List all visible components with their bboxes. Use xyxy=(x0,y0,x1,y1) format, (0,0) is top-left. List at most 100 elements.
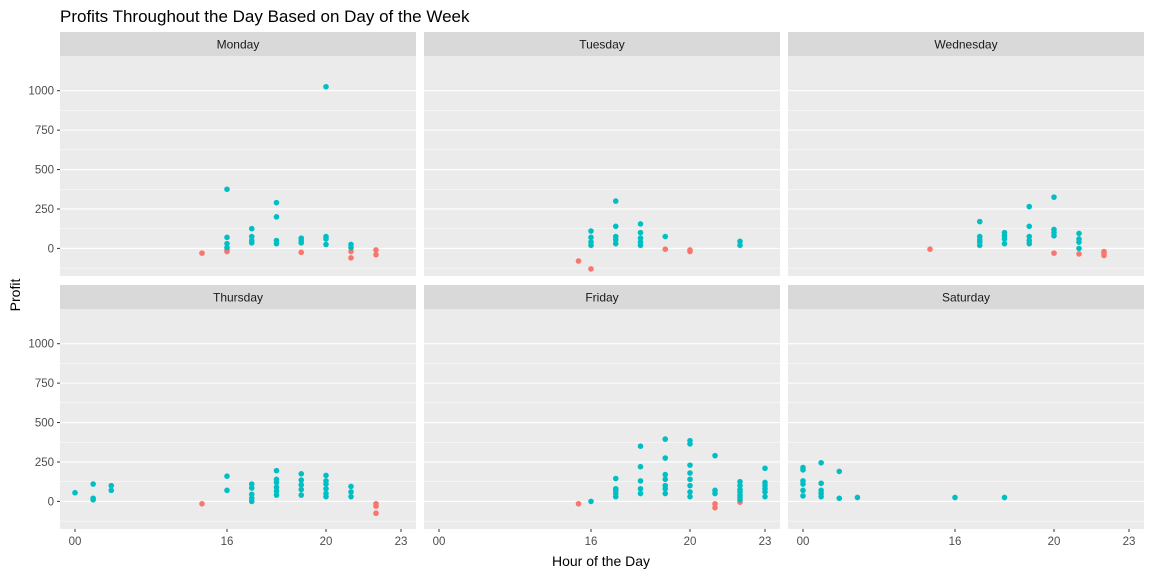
y-tick-label: 750 xyxy=(35,378,54,390)
data-point xyxy=(1026,233,1033,240)
data-point xyxy=(248,237,255,244)
data-point xyxy=(273,492,280,498)
data-point xyxy=(298,482,305,488)
facet-panels: Monday Tuesday Wednesday Thursday Friday Satu… xyxy=(28,32,1144,548)
data-point xyxy=(224,473,230,479)
data-point xyxy=(927,246,933,252)
x-axis-title: Hour of the Day xyxy=(552,553,650,569)
data-point xyxy=(737,486,743,493)
data-point xyxy=(662,455,669,461)
data-point xyxy=(712,487,718,494)
x-tick-label: 16 xyxy=(221,536,234,548)
data-point xyxy=(348,483,354,490)
data-point xyxy=(323,490,329,497)
facet-panel-tuesday xyxy=(424,56,780,276)
data-point xyxy=(588,239,594,245)
data-point xyxy=(588,498,594,505)
y-tick-label: 0 xyxy=(48,243,54,255)
facet-label-wednesday: Wednesday xyxy=(934,38,997,52)
data-point xyxy=(588,228,594,234)
data-point xyxy=(1001,229,1008,236)
y-tick-label: 0 xyxy=(48,496,54,508)
data-point xyxy=(273,237,280,244)
data-point xyxy=(224,186,230,193)
y-tick-label: 750 xyxy=(35,125,54,137)
data-point xyxy=(348,493,354,500)
data-point xyxy=(224,487,230,494)
data-point xyxy=(323,478,329,484)
data-point xyxy=(818,459,824,466)
data-point xyxy=(800,478,806,484)
y-tick-label: 1000 xyxy=(28,339,54,351)
data-point xyxy=(298,235,305,241)
data-point xyxy=(800,493,806,499)
y-tick-label: 1000 xyxy=(28,86,54,98)
data-point xyxy=(199,250,205,256)
data-point xyxy=(1101,248,1107,255)
data-point xyxy=(298,477,305,483)
data-point xyxy=(248,481,255,487)
data-point xyxy=(662,476,669,483)
facet-label-tuesday: Tuesday xyxy=(579,38,625,52)
x-tick-label: 16 xyxy=(949,536,962,548)
chart-title: Profits Throughout the Day Based on Day … xyxy=(60,7,470,26)
data-point xyxy=(588,266,594,272)
data-point xyxy=(612,223,619,230)
data-point xyxy=(348,255,354,261)
data-point xyxy=(273,467,280,474)
data-point xyxy=(762,493,768,500)
data-point xyxy=(637,221,644,227)
data-point xyxy=(1076,236,1082,242)
facet-strip-wednesday xyxy=(788,32,1144,56)
x-tick-label: 23 xyxy=(1123,536,1136,548)
y-tick-label: 500 xyxy=(35,165,54,177)
data-point xyxy=(836,468,843,475)
data-point xyxy=(687,247,693,253)
data-point xyxy=(712,452,718,459)
data-point xyxy=(348,489,354,495)
data-point xyxy=(348,248,354,255)
data-point xyxy=(637,463,644,470)
data-point xyxy=(588,234,594,241)
data-point xyxy=(1051,226,1057,233)
data-point xyxy=(612,240,619,247)
data-point xyxy=(762,479,768,486)
data-point xyxy=(712,504,718,511)
facet-strip-thursday xyxy=(60,285,416,309)
data-point xyxy=(612,233,619,240)
data-point xyxy=(637,229,644,236)
data-point xyxy=(662,490,669,497)
data-point xyxy=(687,482,693,489)
facet-strip-saturday xyxy=(788,285,1144,309)
data-point xyxy=(854,494,861,501)
data-point xyxy=(1076,251,1082,257)
data-point xyxy=(298,249,305,256)
data-point xyxy=(199,500,205,507)
data-point xyxy=(348,241,354,248)
data-point xyxy=(248,491,255,498)
data-point xyxy=(323,241,329,248)
data-point xyxy=(373,510,379,517)
data-point xyxy=(248,485,255,491)
data-point xyxy=(1026,203,1033,210)
data-point xyxy=(637,239,644,245)
data-point xyxy=(662,471,669,478)
facet-panel-saturday xyxy=(788,309,1144,529)
data-point xyxy=(273,488,280,494)
data-point xyxy=(373,500,379,507)
data-point xyxy=(224,234,230,241)
data-point xyxy=(818,480,824,487)
data-point xyxy=(637,235,644,241)
data-point xyxy=(687,493,693,500)
data-point xyxy=(298,492,305,498)
data-point xyxy=(273,476,280,483)
facet-label-friday: Friday xyxy=(585,291,618,305)
data-point xyxy=(952,494,958,501)
data-point xyxy=(800,487,806,494)
data-point xyxy=(224,244,230,251)
data-point xyxy=(687,489,693,495)
x-tick-label: 20 xyxy=(684,536,697,548)
x-tick-label: 20 xyxy=(1048,536,1061,548)
facet-label-thursday: Thursday xyxy=(213,291,263,305)
facet-strip-friday xyxy=(424,285,780,309)
